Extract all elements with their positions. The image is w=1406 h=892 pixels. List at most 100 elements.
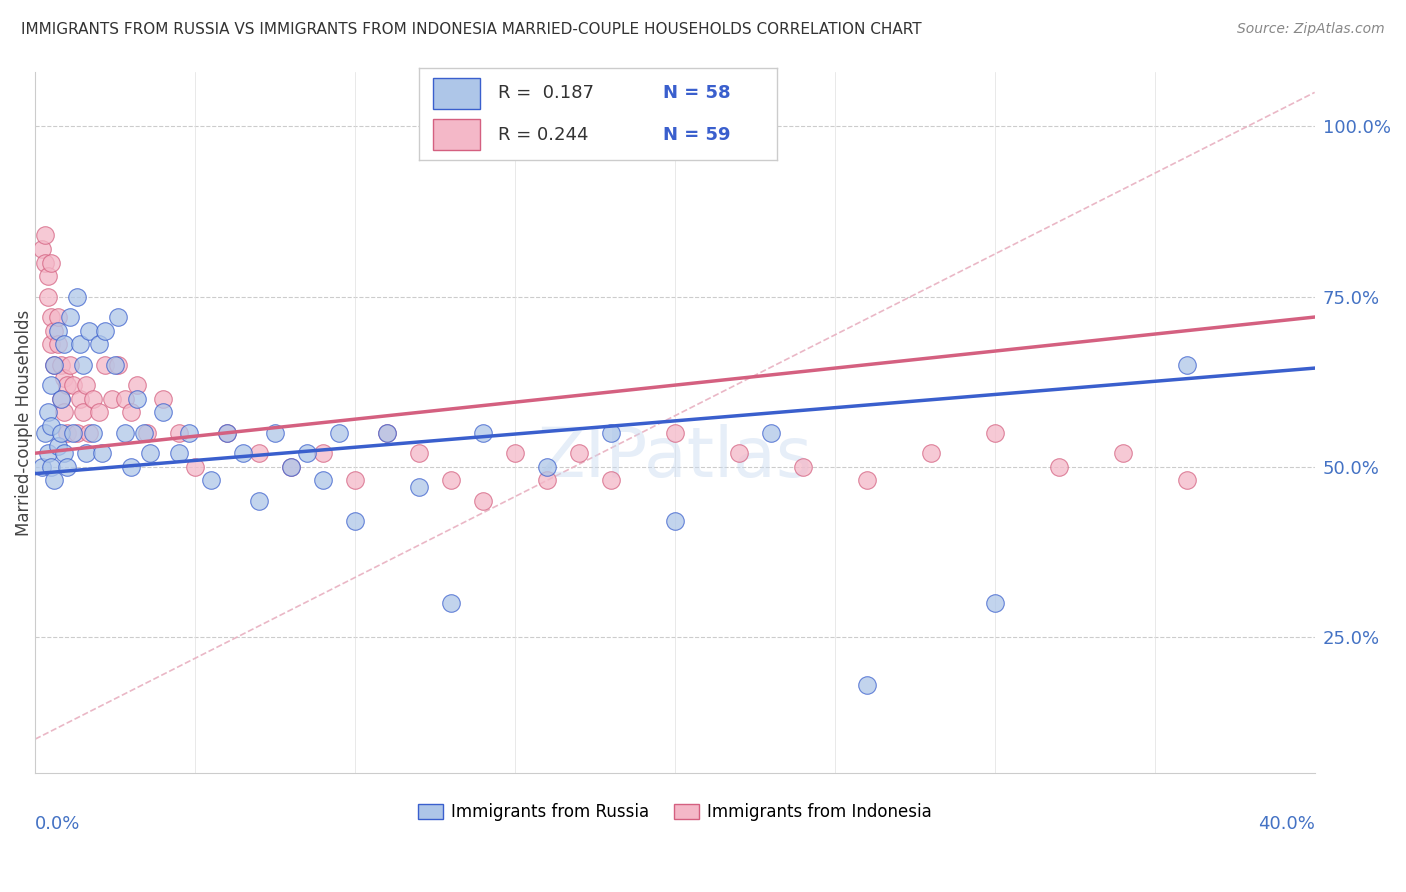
Point bbox=[127, 378, 149, 392]
Point bbox=[295, 446, 318, 460]
Point bbox=[52, 446, 75, 460]
Y-axis label: Married-couple Households: Married-couple Households bbox=[15, 310, 32, 536]
Point bbox=[114, 392, 136, 406]
Text: ZIPatlas: ZIPatlas bbox=[537, 424, 813, 491]
Point bbox=[167, 446, 190, 460]
Point bbox=[232, 446, 254, 460]
Point bbox=[72, 405, 94, 419]
Point bbox=[856, 678, 879, 692]
Point bbox=[600, 474, 623, 488]
Point bbox=[94, 324, 117, 338]
Text: 40.0%: 40.0% bbox=[1258, 815, 1315, 833]
Point bbox=[56, 425, 79, 440]
Point bbox=[600, 425, 623, 440]
Point bbox=[312, 446, 335, 460]
Point bbox=[82, 392, 104, 406]
Point bbox=[87, 405, 110, 419]
Point bbox=[75, 378, 97, 392]
Point bbox=[343, 474, 366, 488]
Point bbox=[66, 290, 89, 304]
Point bbox=[46, 310, 69, 324]
Point bbox=[728, 446, 751, 460]
Point bbox=[39, 310, 62, 324]
Point bbox=[1047, 459, 1070, 474]
Point bbox=[568, 446, 591, 460]
Point bbox=[52, 371, 75, 385]
Point bbox=[1112, 446, 1135, 460]
Point bbox=[39, 419, 62, 434]
Point bbox=[215, 425, 238, 440]
Point bbox=[471, 494, 494, 508]
Point bbox=[44, 324, 66, 338]
Point bbox=[46, 439, 69, 453]
Point bbox=[37, 269, 59, 284]
Point bbox=[280, 459, 302, 474]
Point bbox=[66, 425, 89, 440]
Point bbox=[104, 358, 127, 372]
Point bbox=[69, 392, 91, 406]
Point bbox=[984, 425, 1007, 440]
Point bbox=[107, 358, 129, 372]
Point bbox=[101, 392, 124, 406]
Point bbox=[215, 425, 238, 440]
Point bbox=[49, 392, 72, 406]
Point bbox=[91, 446, 114, 460]
Point bbox=[120, 405, 142, 419]
Point bbox=[34, 255, 56, 269]
Point bbox=[37, 405, 59, 419]
Point bbox=[114, 425, 136, 440]
Point bbox=[167, 425, 190, 440]
Point bbox=[37, 446, 59, 460]
Point bbox=[59, 310, 82, 324]
Point bbox=[46, 324, 69, 338]
Point bbox=[82, 425, 104, 440]
Legend: Immigrants from Russia, Immigrants from Indonesia: Immigrants from Russia, Immigrants from … bbox=[411, 797, 939, 828]
Point bbox=[56, 378, 79, 392]
Point bbox=[280, 459, 302, 474]
Point bbox=[31, 242, 53, 256]
Point bbox=[49, 358, 72, 372]
Point bbox=[120, 459, 142, 474]
Point bbox=[107, 310, 129, 324]
Text: Source: ZipAtlas.com: Source: ZipAtlas.com bbox=[1237, 22, 1385, 37]
Point bbox=[177, 425, 200, 440]
Point bbox=[94, 358, 117, 372]
Point bbox=[200, 474, 222, 488]
Point bbox=[247, 494, 270, 508]
Point bbox=[75, 446, 97, 460]
Point bbox=[44, 358, 66, 372]
Point bbox=[79, 324, 101, 338]
Point bbox=[536, 459, 558, 474]
Point bbox=[328, 425, 350, 440]
Point bbox=[39, 459, 62, 474]
Point bbox=[264, 425, 287, 440]
Point bbox=[44, 358, 66, 372]
Point bbox=[471, 425, 494, 440]
Point bbox=[46, 337, 69, 351]
Point bbox=[664, 514, 686, 528]
Point bbox=[503, 446, 526, 460]
Point bbox=[1175, 474, 1198, 488]
Point bbox=[664, 425, 686, 440]
Point bbox=[56, 459, 79, 474]
Point bbox=[39, 337, 62, 351]
Text: IMMIGRANTS FROM RUSSIA VS IMMIGRANTS FROM INDONESIA MARRIED-COUPLE HOUSEHOLDS CO: IMMIGRANTS FROM RUSSIA VS IMMIGRANTS FRO… bbox=[21, 22, 922, 37]
Point bbox=[132, 425, 155, 440]
Text: 0.0%: 0.0% bbox=[35, 815, 80, 833]
Point bbox=[49, 392, 72, 406]
Point bbox=[39, 378, 62, 392]
Point bbox=[72, 358, 94, 372]
Point bbox=[34, 228, 56, 243]
Point bbox=[247, 446, 270, 460]
Point bbox=[52, 337, 75, 351]
Point bbox=[408, 446, 430, 460]
Point bbox=[759, 425, 782, 440]
Point bbox=[87, 337, 110, 351]
Point bbox=[312, 474, 335, 488]
Point bbox=[34, 425, 56, 440]
Point bbox=[59, 358, 82, 372]
Point bbox=[440, 596, 463, 610]
Point bbox=[136, 425, 159, 440]
Point bbox=[152, 392, 174, 406]
Point bbox=[1175, 358, 1198, 372]
